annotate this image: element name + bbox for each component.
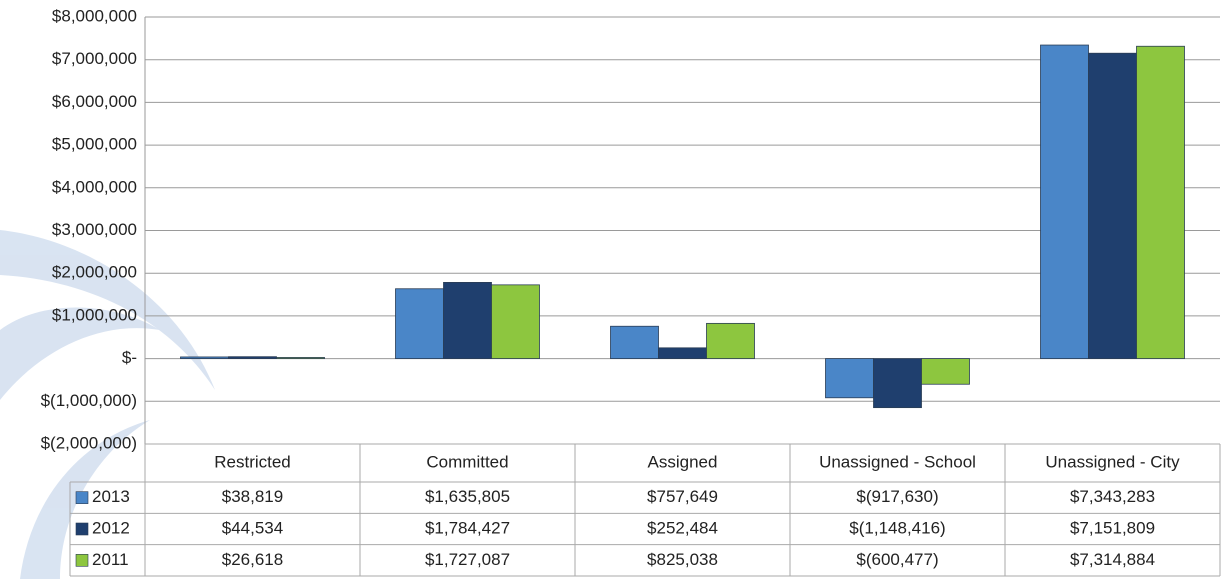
legend-swatch bbox=[75, 522, 89, 536]
legend-label: 2013 bbox=[92, 487, 130, 506]
bar bbox=[1136, 45, 1185, 360]
data-table-value: $7,343,283 bbox=[1070, 487, 1155, 506]
y-tick-label: $- bbox=[122, 348, 137, 367]
bar bbox=[825, 358, 874, 399]
y-tick-label: $2,000,000 bbox=[52, 263, 137, 282]
y-tick-label: $8,000,000 bbox=[52, 6, 137, 25]
y-tick-label: $6,000,000 bbox=[52, 92, 137, 111]
bar bbox=[610, 325, 659, 359]
bar bbox=[276, 357, 325, 359]
data-table-value: $757,649 bbox=[647, 487, 718, 506]
data-table-value: $252,484 bbox=[647, 518, 718, 537]
data-table-value: $1,727,087 bbox=[425, 550, 510, 569]
data-table-value: $(1,148,416) bbox=[849, 518, 945, 537]
legend-label: 2012 bbox=[92, 518, 130, 537]
bar bbox=[228, 356, 277, 359]
data-table-value: $44,534 bbox=[222, 518, 283, 537]
data-table-value: $(600,477) bbox=[856, 550, 938, 569]
bar bbox=[921, 358, 970, 385]
data-table-value: $(917,630) bbox=[856, 487, 938, 506]
x-tick-label: Unassigned - School bbox=[819, 452, 976, 471]
background-swoosh bbox=[0, 230, 215, 579]
x-tick-label: Committed bbox=[426, 452, 508, 471]
bar bbox=[395, 288, 444, 360]
data-table-value: $26,618 bbox=[222, 550, 283, 569]
data-table-value: $1,784,427 bbox=[425, 518, 510, 537]
y-tick-label: $7,000,000 bbox=[52, 49, 137, 68]
data-table-value: $1,635,805 bbox=[425, 487, 510, 506]
y-tick-label: $1,000,000 bbox=[52, 305, 137, 324]
bar bbox=[706, 322, 755, 360]
bar bbox=[1088, 52, 1137, 359]
y-tick-label: $5,000,000 bbox=[52, 135, 137, 154]
data-table-value: $38,819 bbox=[222, 487, 283, 506]
data-table-value: $7,151,809 bbox=[1070, 518, 1155, 537]
data-table-value: $7,314,884 bbox=[1070, 550, 1155, 569]
x-tick-label: Restricted bbox=[214, 452, 291, 471]
y-tick-label: $(2,000,000) bbox=[41, 433, 137, 452]
bar bbox=[873, 358, 922, 409]
y-tick-label: $(1,000,000) bbox=[41, 391, 137, 410]
data-table-value: $825,038 bbox=[647, 550, 718, 569]
y-tick-label: $3,000,000 bbox=[52, 220, 137, 239]
bar bbox=[1040, 44, 1089, 360]
legend-swatch bbox=[75, 554, 89, 567]
bar bbox=[443, 282, 492, 359]
bar bbox=[180, 356, 229, 360]
bar bbox=[658, 347, 707, 360]
x-tick-label: Unassigned - City bbox=[1045, 452, 1180, 471]
legend-label: 2011 bbox=[92, 550, 129, 569]
legend-swatch bbox=[75, 491, 89, 504]
x-tick-label: Assigned bbox=[648, 452, 718, 471]
y-tick-label: $4,000,000 bbox=[52, 177, 137, 196]
bar bbox=[491, 284, 540, 360]
